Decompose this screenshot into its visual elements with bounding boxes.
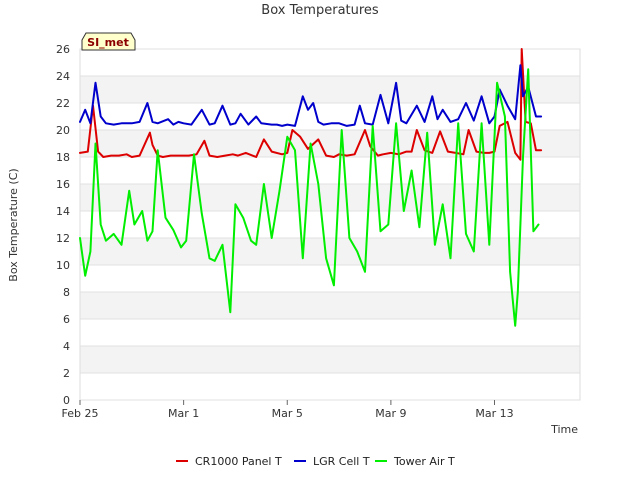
series-line-1 (79, 64, 543, 127)
background-band (80, 319, 580, 346)
x-axis-ticks: Feb 25 Mar 1 Mar 5 Mar 9 Mar 13 (62, 400, 514, 420)
site-badge-label: SI_met (87, 36, 129, 49)
series-lines (79, 48, 543, 327)
x-tick-label: Mar 1 (168, 407, 199, 420)
y-tick-label: 22 (56, 97, 70, 110)
x-tick-label: Mar 13 (475, 407, 513, 420)
y-tick-label: 2 (63, 367, 70, 380)
background-band (80, 211, 580, 238)
site-badge: SI_met (81, 32, 136, 51)
x-tick-label: Mar 5 (272, 407, 303, 420)
y-tick-label: 6 (63, 313, 70, 326)
background-band (80, 238, 580, 265)
y-tick-label: 18 (56, 151, 70, 164)
y-tick-label: 4 (63, 340, 70, 353)
y-tick-label: 10 (56, 259, 70, 272)
background-band (80, 49, 580, 76)
series-line-2 (79, 68, 540, 327)
legend-label: CR1000 Panel T (195, 455, 282, 468)
legend-label: Tower Air T (393, 455, 455, 468)
y-tick-label: 12 (56, 232, 70, 245)
y-tick-label: 8 (63, 286, 70, 299)
background-band (80, 346, 580, 373)
y-tick-label: 24 (56, 70, 70, 83)
legend: CR1000 Panel T LGR Cell T Tower Air T (176, 455, 455, 468)
y-axis-label: Box Temperature (C) (7, 168, 20, 281)
y-tick-label: 14 (56, 205, 70, 218)
background-band (80, 292, 580, 319)
plot-background-bands (80, 49, 580, 400)
y-tick-label: 26 (56, 43, 70, 56)
legend-label: LGR Cell T (313, 455, 370, 468)
y-tick-label: 0 (63, 394, 70, 407)
background-band (80, 157, 580, 184)
x-tick-label: Mar 9 (375, 407, 406, 420)
background-band (80, 373, 580, 400)
y-tick-label: 16 (56, 178, 70, 191)
chart-title: Box Temperatures (261, 3, 379, 18)
x-tick-label: Feb 25 (62, 407, 99, 420)
y-tick-label: 20 (56, 124, 70, 137)
x-axis-label: Time (550, 423, 578, 436)
